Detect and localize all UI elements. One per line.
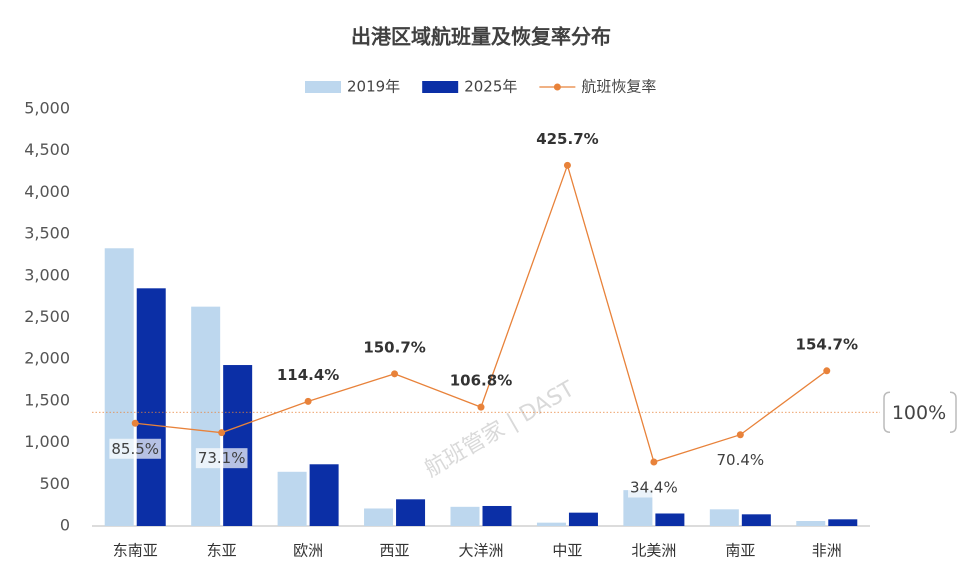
y-tick-label: 2,000 bbox=[24, 349, 70, 368]
data-label: 34.4% bbox=[630, 479, 678, 497]
bar bbox=[709, 509, 739, 526]
x-tick-label: 西亚 bbox=[380, 542, 410, 560]
bar bbox=[136, 288, 166, 526]
y-tick-label: 5,000 bbox=[24, 99, 70, 118]
y-tick-label: 1,000 bbox=[24, 432, 70, 451]
x-tick-label: 东南亚 bbox=[113, 542, 158, 560]
bar bbox=[309, 464, 339, 526]
y-tick-label: 3,000 bbox=[24, 265, 70, 284]
x-tick-label: 中亚 bbox=[552, 542, 582, 560]
data-label: 114.4% bbox=[277, 366, 339, 384]
x-tick-label: 欧洲 bbox=[293, 542, 323, 560]
reference-bracket bbox=[883, 391, 957, 434]
data-label-bg bbox=[109, 438, 162, 459]
legend-swatch bbox=[305, 81, 341, 93]
data-label: 106.8% bbox=[450, 372, 512, 390]
bar bbox=[482, 505, 512, 526]
bar bbox=[741, 514, 771, 526]
bar bbox=[364, 508, 394, 526]
data-label: 425.7% bbox=[536, 130, 598, 148]
bar bbox=[104, 248, 134, 526]
chart-title: 出港区域航班量及恢复率分布 bbox=[351, 25, 611, 49]
x-tick-label: 南亚 bbox=[725, 542, 755, 560]
bar bbox=[277, 471, 307, 526]
bar bbox=[450, 506, 480, 526]
legend-label: 航班恢复率 bbox=[581, 78, 656, 96]
bar bbox=[828, 519, 858, 526]
x-tick-label: 大洋洲 bbox=[458, 542, 503, 560]
line-marker bbox=[736, 431, 744, 439]
y-tick-label: 0 bbox=[60, 516, 70, 535]
y-tick-label: 4,000 bbox=[24, 182, 70, 201]
legend-marker bbox=[553, 83, 561, 91]
data-label: 73.1% bbox=[198, 449, 246, 467]
bar bbox=[536, 522, 566, 526]
watermark: 航班管家 | DAST bbox=[421, 376, 580, 482]
line-marker bbox=[563, 161, 571, 169]
x-tick-label: 非洲 bbox=[812, 542, 842, 560]
y-tick-label: 500 bbox=[39, 474, 70, 493]
line-marker bbox=[477, 403, 485, 411]
y-tick-label: 1,500 bbox=[24, 390, 70, 409]
data-label-bg bbox=[628, 477, 680, 498]
line-marker bbox=[218, 429, 226, 437]
bar bbox=[223, 365, 253, 526]
legend-label: 2019年 bbox=[347, 78, 400, 96]
x-tick-label: 东亚 bbox=[207, 542, 237, 560]
bar bbox=[396, 499, 426, 526]
data-label: 70.4% bbox=[717, 451, 765, 469]
data-label-bg bbox=[195, 448, 248, 469]
y-tick-label: 3,500 bbox=[24, 224, 70, 243]
bar bbox=[568, 512, 598, 526]
legend: 2019年 2025年 航班恢复率 bbox=[305, 78, 656, 96]
bar bbox=[191, 306, 221, 526]
legend-swatch bbox=[422, 81, 459, 93]
bar bbox=[796, 520, 826, 526]
line-marker bbox=[650, 458, 658, 466]
line-marker bbox=[823, 367, 831, 375]
bar bbox=[655, 513, 685, 526]
data-label: 154.7% bbox=[796, 335, 858, 353]
line-marker bbox=[391, 370, 399, 378]
data-label: 150.7% bbox=[363, 338, 425, 356]
y-tick-label: 2,500 bbox=[24, 307, 70, 326]
legend-label: 2025年 bbox=[464, 78, 517, 96]
reference-label: 100% bbox=[892, 402, 946, 424]
line-marker bbox=[304, 397, 312, 405]
line-marker bbox=[131, 419, 139, 427]
data-label: 85.5% bbox=[111, 440, 159, 458]
y-tick-label: 4,500 bbox=[24, 140, 70, 159]
x-tick-label: 北美洲 bbox=[631, 542, 676, 560]
data-label-bg bbox=[714, 450, 767, 471]
